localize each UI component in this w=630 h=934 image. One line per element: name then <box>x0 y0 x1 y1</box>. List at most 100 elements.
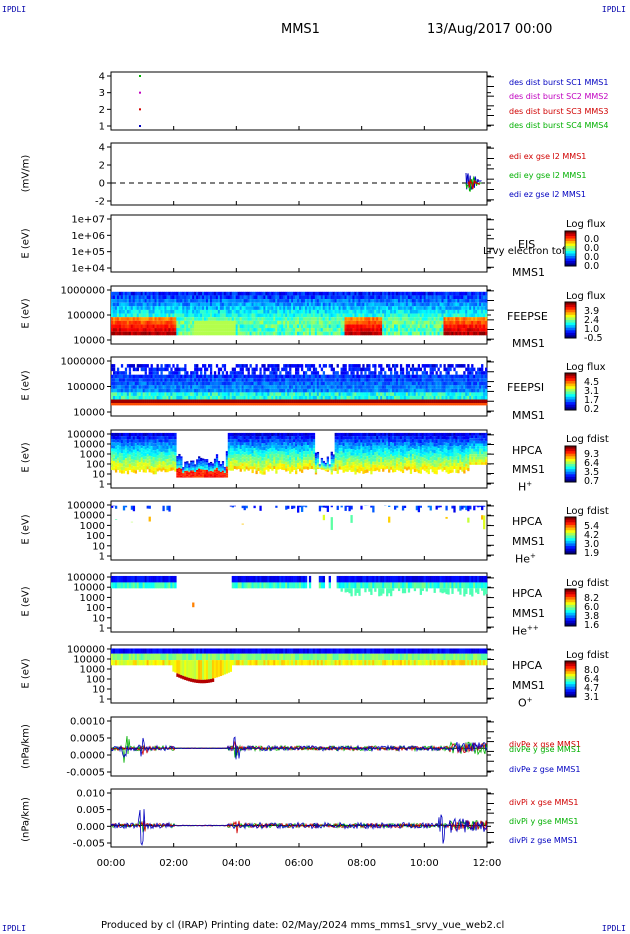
p5-spectrogram-cell <box>370 392 373 396</box>
p5-spectrogram-cell <box>229 388 233 393</box>
p4-spectrogram-cell <box>269 306 272 310</box>
p4-spectrogram-cell <box>241 328 244 332</box>
p5-spectrogram-cell <box>433 367 436 372</box>
p5-spectrogram-cell <box>271 392 274 396</box>
p5-spectrogram-cell <box>421 403 424 406</box>
p4-spectrogram-cell <box>459 295 462 300</box>
p4-spectrogram-cell <box>283 306 286 310</box>
p5-spectrogram-cell <box>180 374 183 379</box>
p4-spectrogram-cell <box>449 299 452 303</box>
p5-spectrogram-cell <box>162 399 165 404</box>
p4-spectrogram-cell <box>334 291 337 296</box>
p5-spectrogram-cell <box>293 385 296 389</box>
ytick-label-p8-3: 100 <box>86 603 105 614</box>
ytick-label-p11-1: 0.005 <box>76 805 105 816</box>
p5-spectrogram-cell <box>479 399 482 404</box>
p4-spectrogram-cell <box>249 317 252 321</box>
p5-spectrogram-cell <box>324 374 328 379</box>
p4-spectrogram-cell <box>332 302 335 307</box>
p5-spectrogram-cell <box>215 392 219 396</box>
p4-spectrogram-cell <box>237 320 240 325</box>
p4-spectrogram-cell <box>223 331 227 336</box>
p4-spectrogram-cell <box>257 328 260 332</box>
p4-spectrogram-cell <box>176 328 179 332</box>
p4-spectrogram-cell <box>465 299 468 303</box>
p4-spectrogram-cell <box>399 313 403 318</box>
p4-spectrogram-cell <box>461 324 464 329</box>
p5-spectrogram-cell <box>477 374 480 379</box>
p5-spectrogram-cell <box>340 385 343 389</box>
p4-spectrogram-cell <box>150 295 153 300</box>
p4-spectrogram-cell <box>459 302 462 307</box>
p4-spectrogram-cell <box>421 313 424 318</box>
p4-spectrogram-cell <box>421 328 424 332</box>
p5-spectrogram-cell <box>368 392 371 396</box>
p4-spectrogram-cell <box>441 331 444 336</box>
p5-spectrogram-cell <box>447 399 450 404</box>
p5-spectrogram-cell <box>190 399 193 404</box>
p4-spectrogram-cell <box>401 295 405 300</box>
p5-spectrogram-cell <box>271 381 274 386</box>
p5-spectrogram-cell <box>130 374 134 379</box>
p5-spectrogram-cell <box>354 385 357 389</box>
p5-spectrogram-cell <box>419 388 422 393</box>
ytick-label-p11-2: 0.000 <box>76 822 105 833</box>
p5-spectrogram-cell <box>297 395 300 400</box>
p4-spectrogram-cell <box>421 331 424 336</box>
p5-spectrogram-cell <box>223 395 227 400</box>
p5-spectrogram-cell <box>445 399 448 404</box>
p6-spectrogram-cell <box>122 453 126 457</box>
p4-spectrogram-cell <box>453 299 456 303</box>
p5-spectrogram-cell <box>245 374 248 379</box>
p6-spectrogram-cell <box>142 452 145 456</box>
p5-spectrogram-cell <box>255 385 258 389</box>
p4-spectrogram-cell <box>168 291 171 296</box>
p4-spectrogram-cell <box>348 291 351 296</box>
p4-spectrogram-cell <box>146 328 149 332</box>
p4-spectrogram-cell <box>378 313 381 318</box>
p5-spectrogram-cell <box>271 371 274 375</box>
p5-spectrogram-cell <box>368 374 371 379</box>
p5-spectrogram-cell <box>257 374 260 379</box>
p4-spectrogram-cell <box>392 331 395 336</box>
p5-spectrogram-cell <box>273 392 276 396</box>
p4-spectrogram-cell <box>243 331 246 336</box>
p4-spectrogram-cell <box>358 291 361 296</box>
p4-spectrogram-cell <box>479 313 482 318</box>
p5-spectrogram-cell <box>120 392 124 396</box>
p4-spectrogram-cell <box>150 313 153 318</box>
p4-spectrogram-cell <box>465 309 468 314</box>
p5-spectrogram-cell <box>437 388 440 393</box>
p4-spectrogram-cell <box>390 309 393 314</box>
p4-spectrogram-cell <box>207 320 211 325</box>
p4-spectrogram-cell <box>205 291 209 296</box>
p4-spectrogram-cell <box>388 291 391 296</box>
p4-spectrogram-cell <box>192 302 195 307</box>
p5-spectrogram-cell <box>170 392 173 396</box>
p5-spectrogram-cell <box>295 392 298 396</box>
p4-spectrogram-cell <box>443 331 446 336</box>
p4-spectrogram-cell <box>322 309 326 314</box>
p4-spectrogram-cell <box>196 328 199 332</box>
p4-spectrogram-cell <box>211 309 215 314</box>
p5-spectrogram-cell <box>304 395 308 400</box>
p6-spectrogram-cell <box>134 436 138 440</box>
p5-spectrogram-cell <box>346 403 349 406</box>
p5-spectrogram-cell <box>469 381 472 386</box>
p4-spectrogram-cell <box>358 306 361 310</box>
p5-spectrogram-cell <box>368 381 371 386</box>
p5-spectrogram-cell <box>221 374 225 379</box>
p4-spectrogram-cell <box>241 302 244 307</box>
p5-spectrogram-cell <box>154 392 157 396</box>
p4-spectrogram-cell <box>160 313 163 318</box>
p4-spectrogram-cell <box>200 295 203 300</box>
p4-spectrogram-cell <box>362 309 365 314</box>
colorbar-seg-p8-11 <box>565 618 576 622</box>
p5-spectrogram-cell <box>247 399 250 404</box>
p4-spectrogram-cell <box>403 328 407 332</box>
p4-spectrogram-cell <box>417 295 421 300</box>
p5-spectrogram-cell <box>461 399 464 404</box>
p4-spectrogram-cell <box>285 317 288 321</box>
p4-spectrogram-cell <box>320 324 324 329</box>
p5-spectrogram-cell <box>372 385 375 389</box>
